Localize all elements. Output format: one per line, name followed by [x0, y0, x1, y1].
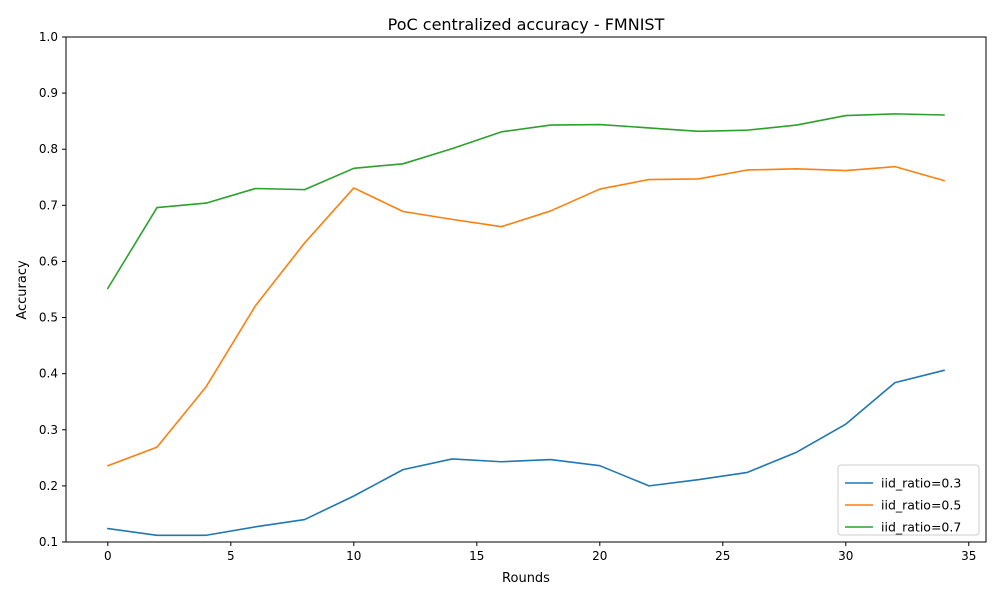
y-tick-label: 0.8: [39, 142, 58, 156]
y-axis-label: Accuracy: [15, 260, 30, 320]
plot-frame: [65, 36, 987, 543]
x-tick-label: 25: [715, 549, 730, 563]
chart-title: PoC centralized accuracy - FMNIST: [388, 15, 665, 34]
legend: iid_ratio=0.3 iid_ratio=0.5 iid_ratio=0.7: [837, 464, 980, 536]
y-tick-label: 0.1: [39, 535, 58, 549]
x-tick-label: 15: [469, 549, 484, 563]
x-axis-label: Rounds: [502, 571, 550, 586]
x-tick-label: 10: [346, 549, 361, 563]
x-tick-label: 0: [104, 549, 112, 563]
plot-lines: [107, 113, 945, 537]
series-line-iid-ratio-0-7: [107, 113, 945, 290]
y-tick-label: 0.9: [39, 86, 58, 100]
legend-entries: iid_ratio=0.3 iid_ratio=0.5 iid_ratio=0.7: [845, 476, 961, 535]
legend-label: iid_ratio=0.5: [881, 498, 961, 513]
y-tick-label: 0.3: [39, 423, 58, 437]
legend-label: iid_ratio=0.3: [881, 476, 961, 491]
y-tick-label: 0.7: [39, 198, 58, 212]
y-tick-label: 1.0: [39, 30, 58, 44]
legend-label: iid_ratio=0.7: [881, 520, 961, 535]
y-tick-label: 0.2: [39, 479, 58, 493]
y-tick-label: 0.6: [39, 254, 58, 268]
x-tick-label: 5: [227, 549, 235, 563]
x-tick-label: 30: [838, 549, 853, 563]
y-tick-label: 0.5: [39, 311, 58, 325]
series-line-iid-ratio-0-3: [107, 369, 945, 537]
legend-box: [837, 464, 980, 536]
y-tick-label: 0.4: [39, 367, 58, 381]
series-line-iid-ratio-0-5: [107, 165, 945, 467]
x-tick-label: 35: [961, 549, 976, 563]
x-axis-ticks: 0 5 10 15 20 25 30 35: [104, 542, 976, 563]
y-axis-ticks: 0.1 0.2 0.3 0.4 0.5 0.6 0.7 0.8 0.9 1.0: [39, 30, 66, 549]
x-tick-label: 20: [592, 549, 607, 563]
